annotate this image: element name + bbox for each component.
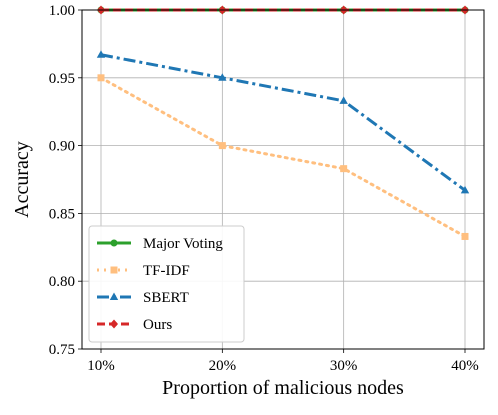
series-sbert bbox=[96, 50, 470, 194]
data-point-tf-idf bbox=[97, 74, 105, 82]
data-point-sbert bbox=[339, 96, 348, 104]
y-tick-label: 0.85 bbox=[49, 206, 75, 222]
data-point-sbert bbox=[96, 50, 106, 58]
data-point-sbert bbox=[460, 185, 470, 194]
series-line-sbert bbox=[100, 53, 466, 192]
series-layer bbox=[96, 5, 470, 240]
x-tick-label: 10% bbox=[87, 358, 115, 374]
series-line-tf-idf bbox=[99, 76, 467, 238]
legend-marker-major-voting bbox=[110, 239, 118, 247]
x-tick-label: 30% bbox=[330, 358, 358, 374]
x-tick-label: 20% bbox=[209, 358, 237, 374]
data-point-tf-idf bbox=[340, 165, 348, 173]
legend-marker-ours bbox=[110, 319, 118, 329]
y-tick-label: 0.80 bbox=[49, 274, 75, 290]
legend-label-sbert: SBERT bbox=[143, 290, 189, 306]
y-tick-label: 0.90 bbox=[49, 139, 75, 155]
legend-label-tf-idf: TF-IDF bbox=[143, 263, 190, 279]
x-axis-label: Proportion of malicious nodes bbox=[162, 377, 404, 399]
legend-label-ours: Ours bbox=[143, 317, 172, 333]
legend-marker-sbert bbox=[109, 292, 119, 300]
data-point-sbert bbox=[218, 73, 227, 81]
plot-frame bbox=[81, 9, 485, 350]
legend: Major Voting TF-IDF SBERT Ours bbox=[88, 225, 245, 343]
y-tick-label: 0.75 bbox=[49, 342, 75, 358]
y-tick-label: 0.95 bbox=[49, 71, 75, 87]
legend-marker-tf-idf bbox=[110, 266, 118, 274]
legend-label-major-voting: Major Voting bbox=[143, 236, 223, 252]
legend-box bbox=[88, 225, 245, 343]
tick-labels: 10% 20% 30% 40% 0.75 0.80 0.85 0.90 0.95 1.00 bbox=[49, 3, 479, 374]
y-tick-label: 1.00 bbox=[49, 3, 75, 19]
x-tick-label: 40% bbox=[451, 358, 479, 374]
data-point-tf-idf bbox=[218, 142, 226, 150]
series-tf-idf bbox=[97, 74, 469, 240]
data-point-tf-idf bbox=[461, 232, 469, 240]
y-axis-label: Accuracy bbox=[11, 141, 33, 218]
